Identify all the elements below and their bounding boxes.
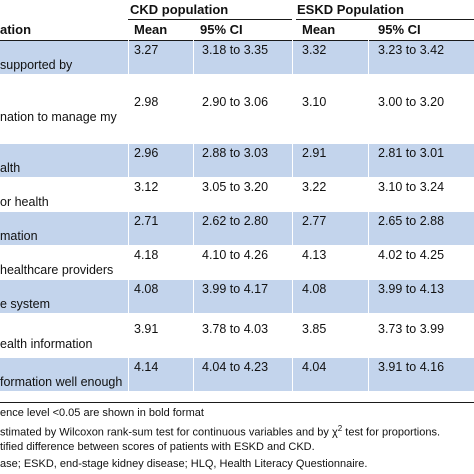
ckd-ci: 3.18 to 3.35 bbox=[202, 43, 269, 57]
column-divider bbox=[128, 40, 129, 403]
ckd-ci: 2.62 to 2.80 bbox=[202, 214, 269, 228]
table-bottom-rule bbox=[0, 402, 474, 403]
ckd-mean: 4.18 bbox=[134, 248, 159, 262]
eskd-ci: 3.99 to 4.13 bbox=[378, 282, 445, 296]
footnote-statistical-test: stimated by Wilcoxon rank-sum test for c… bbox=[0, 424, 440, 439]
row-label: formation well enough bbox=[0, 375, 123, 389]
table-row: mation 2.71 2.62 to 2.80 2.77 2.65 to 2.… bbox=[0, 212, 474, 245]
footnote-test-text-end: test for proportions. bbox=[342, 426, 441, 439]
eskd-mean-header: Mean bbox=[302, 22, 336, 37]
ckd-ci: 3.05 to 3.20 bbox=[202, 180, 269, 194]
row-label: healthcare providers bbox=[0, 263, 114, 277]
eskd-ci: 3.23 to 3.42 bbox=[378, 43, 445, 57]
row-label: ealth information bbox=[0, 337, 93, 351]
ckd-ci: 3.99 to 4.17 bbox=[202, 282, 269, 296]
ckd-mean: 3.27 bbox=[134, 43, 159, 57]
eskd-group-header: ESKD Population bbox=[297, 2, 404, 17]
table-row: or health 3.12 3.05 to 3.20 3.22 3.10 to… bbox=[0, 178, 474, 211]
eskd-mean: 2.91 bbox=[302, 146, 327, 160]
eskd-ci: 2.65 to 2.88 bbox=[378, 214, 445, 228]
row-label: supported by bbox=[0, 58, 73, 72]
eskd-mean: 4.08 bbox=[302, 282, 327, 296]
ckd-mean: 4.08 bbox=[134, 282, 159, 296]
eskd-ci: 3.91 to 4.16 bbox=[378, 360, 445, 374]
table-row: alth 2.96 2.88 to 3.03 2.91 2.81 to 3.01 bbox=[0, 144, 474, 177]
ckd-mean-header: Mean bbox=[134, 22, 168, 37]
eskd-header-underline bbox=[296, 19, 474, 20]
ckd-header-underline bbox=[128, 19, 292, 20]
row-label: or health bbox=[0, 195, 49, 209]
ckd-ci-header: 95% CI bbox=[200, 22, 243, 37]
eskd-mean: 4.13 bbox=[302, 248, 327, 262]
eskd-ci: 4.02 to 4.25 bbox=[378, 248, 445, 262]
footnote-abbreviations: ase; ESKD, end-stage kidney disease; HLQ… bbox=[0, 458, 368, 470]
ckd-mean: 2.96 bbox=[134, 146, 159, 160]
ckd-mean: 3.91 bbox=[134, 322, 159, 336]
eskd-mean: 4.04 bbox=[302, 360, 327, 374]
item-column-header: ation bbox=[0, 22, 32, 37]
table-row: formation well enough 4.14 4.04 to 4.23 … bbox=[0, 358, 474, 391]
row-label: alth bbox=[0, 161, 21, 175]
ckd-mean: 3.12 bbox=[134, 180, 159, 194]
ckd-mean: 2.71 bbox=[134, 214, 159, 228]
ckd-ci: 2.88 to 3.03 bbox=[202, 146, 269, 160]
header-bottom-rule bbox=[0, 40, 474, 41]
footnote-test-text: stimated by Wilcoxon rank-sum test for c… bbox=[0, 426, 338, 439]
row-label: e system bbox=[0, 297, 51, 311]
table-row: e system 4.08 3.99 to 4.17 4.08 3.99 to … bbox=[0, 280, 474, 313]
row-label: mation bbox=[0, 229, 38, 243]
column-divider bbox=[368, 40, 369, 403]
column-divider bbox=[292, 40, 293, 403]
ckd-ci: 4.10 to 4.26 bbox=[202, 248, 269, 262]
eskd-ci: 2.81 to 3.01 bbox=[378, 146, 445, 160]
eskd-mean: 3.10 bbox=[302, 95, 327, 109]
footnote-difference: tified difference between scores of pati… bbox=[0, 441, 315, 453]
ckd-mean: 4.14 bbox=[134, 360, 159, 374]
eskd-mean: 3.22 bbox=[302, 180, 327, 194]
eskd-mean: 3.32 bbox=[302, 43, 327, 57]
table-row: nation to manage my 2.98 2.90 to 3.06 3.… bbox=[0, 93, 474, 126]
eskd-mean: 3.85 bbox=[302, 322, 327, 336]
ckd-ci: 4.04 to 4.23 bbox=[202, 360, 269, 374]
ckd-mean: 2.98 bbox=[134, 95, 159, 109]
eskd-ci: 3.73 to 3.99 bbox=[378, 322, 445, 336]
eskd-ci: 3.10 to 3.24 bbox=[378, 180, 445, 194]
footnote-significance: ence level <0.05 are shown in bold forma… bbox=[0, 407, 204, 419]
chi-squared-superscript: 2 bbox=[337, 424, 343, 433]
table-row: healthcare providers 4.18 4.10 to 4.26 4… bbox=[0, 246, 474, 279]
table-row: ealth information 3.91 3.78 to 4.03 3.85… bbox=[0, 320, 474, 353]
table-row: supported by 3.27 3.18 to 3.35 3.32 3.23… bbox=[0, 41, 474, 74]
eskd-ci: 3.00 to 3.20 bbox=[378, 95, 445, 109]
ckd-group-header: CKD population bbox=[130, 2, 229, 17]
row-label: nation to manage my bbox=[0, 110, 117, 124]
eskd-ci-header: 95% CI bbox=[378, 22, 421, 37]
eskd-mean: 2.77 bbox=[302, 214, 327, 228]
column-divider bbox=[193, 40, 194, 403]
ckd-ci: 3.78 to 4.03 bbox=[202, 322, 269, 336]
ckd-ci: 2.90 to 3.06 bbox=[202, 95, 269, 109]
